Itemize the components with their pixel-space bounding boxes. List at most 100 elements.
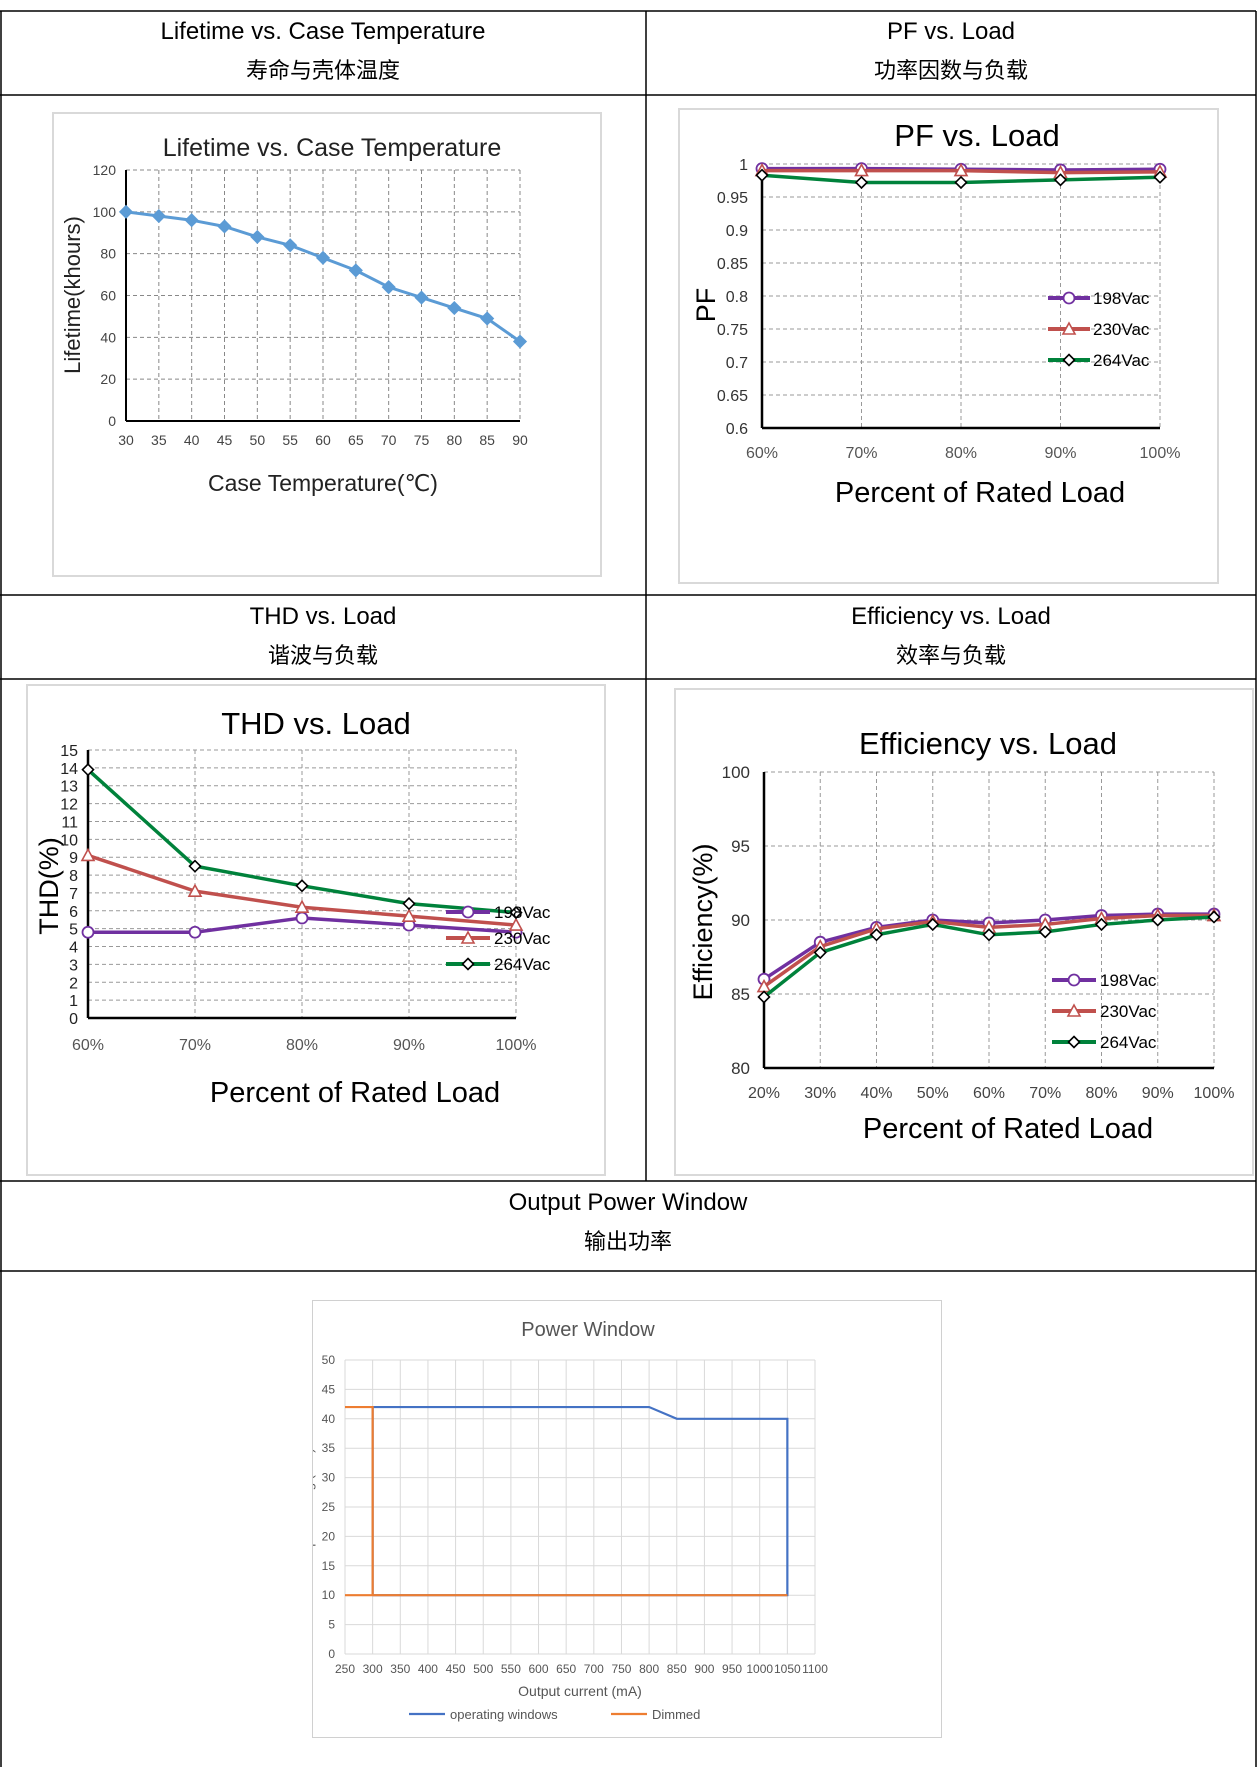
y-tick-label: 7 [69, 886, 78, 903]
data-point [1094, 917, 1109, 932]
data-point [854, 175, 869, 190]
x-tick-label: 60 [315, 432, 331, 448]
data-point [1207, 910, 1221, 924]
x-tick-label: 55 [282, 432, 298, 448]
legend-marker [461, 905, 475, 919]
data-point [402, 897, 416, 911]
data-point [381, 280, 396, 295]
y-tick-label: 5 [328, 1618, 335, 1632]
y-tick-label: 0.7 [726, 355, 748, 372]
x-tick-label: 20% [748, 1085, 780, 1102]
y-tick-label: 5 [69, 922, 78, 939]
data-point [512, 334, 528, 349]
y-tick-label: 0.65 [717, 388, 748, 405]
data-point [184, 213, 199, 228]
x-tick-label: 60% [746, 445, 778, 462]
x-tick-label: 60% [72, 1037, 104, 1054]
x-tick-label: 100% [1194, 1085, 1235, 1102]
data-point [81, 763, 95, 777]
data-point [348, 263, 363, 278]
legend-label: 230Vac [494, 929, 551, 948]
x-tick-label: 30 [118, 432, 134, 448]
y-tick-label: 60 [100, 288, 116, 304]
pf-chart-frame: PF vs. Load 0.6 0.65 0.7 0.75 0.8 0.85 0.9 0.95 1… [678, 108, 1219, 584]
y-tick-label: 0 [69, 1011, 78, 1028]
x-tick-label: 45 [217, 432, 233, 448]
data-point [509, 905, 523, 920]
data-point [757, 990, 771, 1004]
x-tick-label: 500 [473, 1662, 493, 1676]
header-eff-zh: 效率与负载 [895, 644, 1006, 669]
data-point [954, 175, 968, 190]
x-tick-label: 600 [529, 1662, 549, 1676]
y-tick-label: 40 [322, 1412, 336, 1426]
data-point [81, 925, 95, 939]
y-axis-label: THD(%) [34, 837, 64, 934]
eff-chart: Efficiency vs. Load 80 85 90 95 100 20% 30% 40% 5… [688, 726, 1235, 1145]
y-tick-label: 0.8 [726, 289, 748, 306]
data-point [80, 847, 96, 862]
y-tick-label: 0 [328, 1647, 335, 1661]
header-eff-en: Efficiency vs. Load [851, 603, 1051, 630]
data-point [414, 290, 429, 305]
x-tick-label: 70 [381, 432, 397, 448]
header-pf-zh: 功率因数与负载 [873, 59, 1028, 84]
data-point [118, 204, 134, 219]
y-tick-label: 3 [69, 957, 78, 974]
x-tick-label: 100% [1140, 445, 1181, 462]
header-pf: PF vs. Load 功率因数与负载 [646, 12, 1256, 92]
data-point [508, 917, 524, 931]
x-tick-label: 100% [496, 1037, 537, 1054]
legend-label: 198Vac [1100, 971, 1157, 990]
y-tick-label: 95 [731, 837, 750, 856]
header-lifetime: Lifetime vs. Case Temperature 寿命与壳体温度 [0, 12, 646, 92]
x-tick-label: 450 [446, 1662, 466, 1676]
x-tick-label: 250 [335, 1662, 355, 1676]
x-tick-label: 350 [390, 1662, 410, 1676]
data-point [401, 908, 417, 922]
y-tick-label: 2 [69, 975, 78, 992]
header-pf-en: PF vs. Load [886, 18, 1016, 45]
x-tick-label: 80% [1085, 1085, 1117, 1102]
data-point [1153, 170, 1167, 184]
thd-chart-frame: THD vs. Load 0 1 2 3 4 5 6 7 8 9 10 11 12 13 14 15 60% 70%… [26, 684, 606, 1176]
data-point [250, 229, 265, 245]
legend-label: operating windows [450, 1707, 558, 1722]
x-tick-label: 90 [512, 432, 528, 448]
y-axis-label: PF [691, 288, 721, 323]
data-point [953, 162, 969, 177]
y-tick-label: 6 [69, 904, 78, 921]
x-tick-label: 65 [348, 432, 364, 448]
x-tick-label: 50% [917, 1085, 949, 1102]
data-point [1038, 925, 1052, 939]
x-axis-label: Output current (mA) [518, 1683, 642, 1699]
series-line [345, 1405, 788, 1597]
x-axis-label: Percent of Rated Load [863, 1113, 1153, 1145]
legend-marker [1067, 1035, 1081, 1049]
y-tick-label: 45 [322, 1382, 336, 1396]
x-tick-label: 60% [973, 1085, 1005, 1102]
x-tick-label: 1000 [746, 1662, 773, 1676]
header-eff: Efficiency vs. Load 效率与负载 [646, 597, 1256, 677]
y-tick-label: 35 [322, 1441, 336, 1455]
y-tick-label: 85 [731, 985, 750, 1004]
legend-marker [1062, 353, 1076, 367]
legend-label: 198Vac [494, 903, 551, 922]
y-axis-label: Efficiency(%) [688, 843, 718, 1000]
x-axis-label: Percent of Rated Load [210, 1077, 500, 1109]
data-point [813, 945, 827, 960]
y-tick-label: 15 [322, 1559, 336, 1573]
lifetime-chart: Lifetime vs. Case Temperature 0 20 40 60 80 10… [60, 134, 528, 496]
header-lifetime-en: Lifetime vs. Case Temperature [160, 18, 486, 45]
x-axis-label: Percent of Rated Load [835, 477, 1125, 509]
chart-title: PF vs. Load [894, 118, 1059, 153]
legend-label: 198Vac [1093, 289, 1150, 308]
y-tick-label: 1 [739, 157, 748, 174]
y-axis-label: Lifetime(khours) [60, 216, 85, 374]
legend-label: Dimmed [652, 1707, 700, 1722]
x-tick-label: 50 [250, 432, 266, 448]
power-chart-frame: Power Window 0 5 10 15 20 25 30 35 40 45 50 250 300 35… [301, 1300, 942, 1738]
y-tick-label: 11 [61, 814, 78, 831]
x-tick-label: 35 [151, 432, 167, 448]
